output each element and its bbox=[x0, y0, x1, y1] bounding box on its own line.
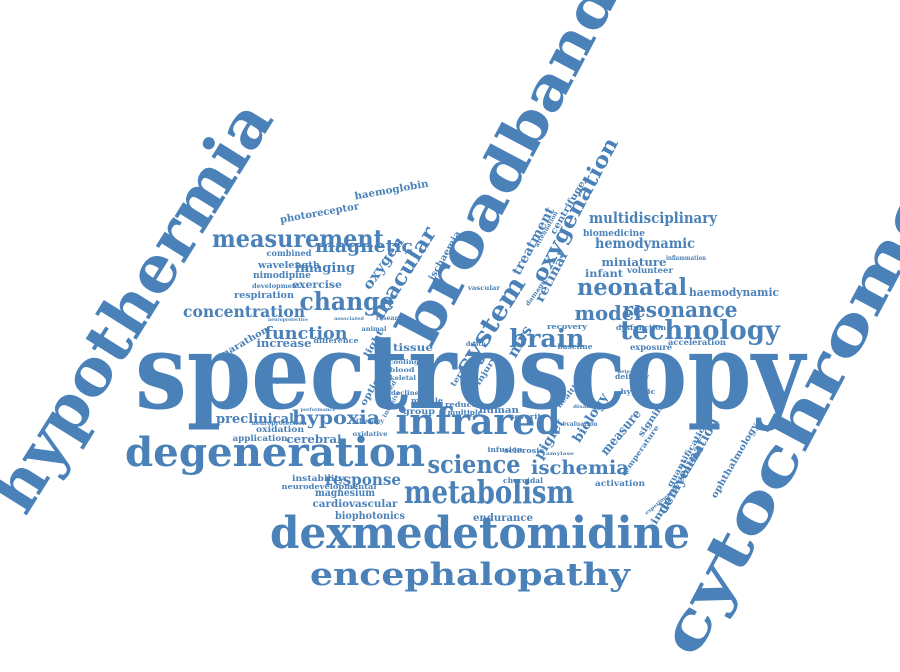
cloud-word-amylase: amylase bbox=[546, 451, 574, 457]
cloud-word-skeletal: skeletal bbox=[386, 375, 417, 382]
cloud-word-delivery: delivery bbox=[615, 372, 650, 381]
cloud-word-photoreceptor: photoreceptor bbox=[279, 201, 360, 226]
cloud-word-haemoglobin: haemoglobin bbox=[354, 178, 431, 202]
cloud-word-haemodynamic: haemodynamic bbox=[689, 286, 779, 299]
cloud-word-tissue: tissue bbox=[393, 343, 433, 354]
cloud-word-difference: difference bbox=[314, 336, 360, 345]
cloud-word-associated: associated bbox=[334, 316, 365, 322]
cloud-word-cardiovascular: cardiovascular bbox=[313, 499, 399, 510]
cloud-word-hypoxic: hypoxic bbox=[621, 387, 656, 396]
cloud-word-baseline: baseline bbox=[558, 342, 594, 351]
cloud-word-hemodynamic: hemodynamic bbox=[595, 236, 695, 252]
cloud-word-evaluation: evaluation bbox=[563, 421, 599, 428]
cloud-word-cooling: cooling bbox=[389, 359, 420, 366]
cloud-word-resonance: resonance bbox=[623, 297, 738, 322]
cloud-word-decline: decline bbox=[391, 390, 419, 397]
cloud-word-magnetic: magnetic bbox=[315, 236, 413, 257]
cloud-word-human: human bbox=[479, 406, 520, 416]
cloud-word-oxidation: oxidation bbox=[256, 424, 304, 434]
cloud-word-application: application bbox=[233, 433, 288, 443]
cloud-word-detected: detected bbox=[618, 369, 644, 375]
cloud-word-recovery: recovery bbox=[547, 322, 588, 331]
cloud-word-performance: performance bbox=[301, 407, 336, 413]
cloud-word-multidisciplinary: multidisciplinary bbox=[589, 209, 718, 227]
cloud-word-instability: instability bbox=[292, 473, 344, 483]
cloud-word-nimodipine: nimodipine bbox=[253, 271, 311, 281]
cloud-word-imaging: imaging bbox=[295, 261, 355, 276]
cloud-word-activation: activation bbox=[595, 478, 645, 488]
cloud-word-dexmedetomidine: dexmedetomidine bbox=[270, 508, 690, 559]
cloud-word-development: development bbox=[252, 283, 300, 290]
cloud-word-disability: disability bbox=[573, 404, 604, 410]
cloud-word-therapy: therapy bbox=[356, 418, 385, 425]
cloud-word-neuroprotection: neuroprotection bbox=[252, 420, 308, 427]
cloud-word-blood: blood bbox=[390, 367, 416, 374]
cloud-word-vascular: vascular bbox=[467, 285, 501, 292]
cloud-word-preclinical: preclinical bbox=[216, 412, 294, 427]
cloud-word-reduce: reduce bbox=[445, 400, 478, 409]
cloud-word-miniature: miniature bbox=[602, 256, 667, 269]
cloud-word-inflammation: inflammation bbox=[666, 255, 707, 262]
cloud-word-group: group bbox=[403, 406, 435, 416]
cloud-word-sclerosis: sclerosis bbox=[504, 446, 544, 455]
cloud-word-infusion: infusion bbox=[488, 445, 523, 454]
cloud-word-neurodevelopmental: neurodevelopmental bbox=[282, 482, 377, 491]
cloud-word-change: change bbox=[300, 287, 395, 316]
cloud-word-wavelength: wavelength bbox=[257, 261, 321, 271]
cloud-word-magnesium: magnesium bbox=[315, 488, 375, 499]
cloud-word-metabolism: metabolism bbox=[404, 473, 574, 511]
cloud-word-model: model bbox=[575, 301, 642, 325]
cloud-word-increase: increase bbox=[257, 337, 312, 350]
cloud-word-technology: technology bbox=[620, 316, 781, 346]
cloud-word-muscle: muscle bbox=[411, 396, 444, 405]
cloud-word-volunteer: volunteer bbox=[626, 265, 674, 275]
cloud-word-dysfunction: dysfunction bbox=[616, 323, 666, 332]
cloud-word-neonatal: neonatal bbox=[577, 274, 687, 301]
cloud-word-science: science bbox=[428, 450, 521, 479]
cloud-word-research: research bbox=[376, 315, 407, 322]
cloud-word-acceleration: acceleration bbox=[668, 337, 726, 347]
cloud-word-function: function bbox=[265, 324, 348, 344]
cloud-word-hyperperfusion: hyperperfusion bbox=[260, 379, 305, 385]
cloud-word-exercise: exercise bbox=[292, 280, 342, 291]
cloud-word-oxidative: oxidative bbox=[353, 431, 388, 438]
cloud-word-respiration: respiration bbox=[234, 291, 294, 301]
cloud-word-ischemia: ischemia bbox=[531, 457, 629, 479]
cloud-word-infant: infant bbox=[585, 269, 623, 280]
cloud-word-degeneration: degeneration bbox=[125, 429, 425, 476]
cloud-word-cerebral: cerebral bbox=[287, 433, 342, 446]
cloud-word-endurance: endurance bbox=[473, 513, 533, 524]
cloud-word-response: response bbox=[325, 470, 401, 489]
cloud-word-concentration: concentration bbox=[183, 302, 305, 321]
cloud-word-multiple: multiple bbox=[448, 408, 484, 417]
cloud-word-death: death bbox=[466, 341, 487, 348]
cloud-word-neuroprotective: neuroprotective bbox=[268, 317, 308, 323]
cloud-word-spectroscopy: spectroscopy bbox=[135, 310, 807, 433]
cloud-word-choroidal: choroidal bbox=[503, 476, 543, 485]
cloud-word-infrared: infrared bbox=[396, 401, 561, 443]
cloud-word-biophotonics: biophotonics bbox=[335, 511, 405, 522]
cloud-word-encephalopathy: encephalopathy bbox=[310, 557, 631, 593]
cloud-word-biomedicine: biomedicine bbox=[583, 229, 645, 239]
cloud-word-exposure: exposure bbox=[630, 342, 672, 352]
cloud-word-combined: combined bbox=[267, 248, 312, 258]
cloud-word-severity: severity bbox=[510, 412, 547, 421]
cloud-word-hypoxia: hypoxia bbox=[292, 407, 380, 429]
cloud-word-measurement: measurement bbox=[212, 224, 384, 253]
cloud-word-brain: brain bbox=[510, 324, 585, 353]
cloud-word-animal: animal bbox=[362, 326, 388, 333]
